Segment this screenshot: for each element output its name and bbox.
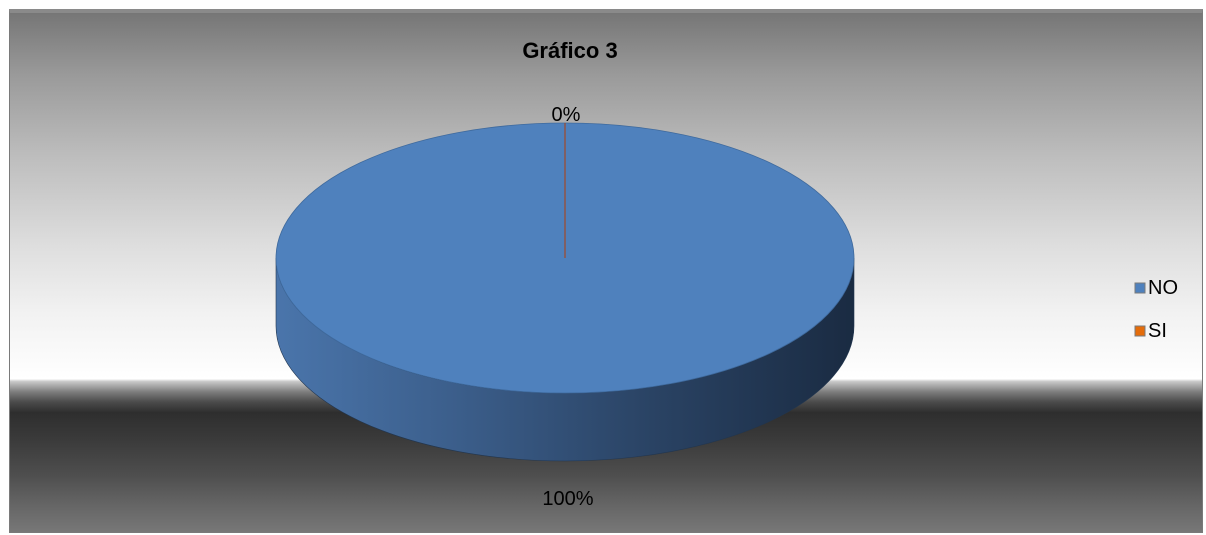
chart-title: Gráfico 3 <box>522 38 617 63</box>
legend: NO SI <box>1134 277 1178 342</box>
legend-label-si: SI <box>1148 320 1167 342</box>
legend-swatch-si <box>1134 325 1146 337</box>
data-label-si: 0% <box>552 104 581 126</box>
chart-area: Gráfico 3 0% 100% NO SI <box>9 9 1203 533</box>
data-label-no: 100% <box>542 488 593 510</box>
legend-label-no: NO <box>1148 277 1178 299</box>
legend-swatch-no <box>1134 282 1146 294</box>
pie-chart-svg: Gráfico 3 0% 100% NO SI <box>275 38 1178 510</box>
